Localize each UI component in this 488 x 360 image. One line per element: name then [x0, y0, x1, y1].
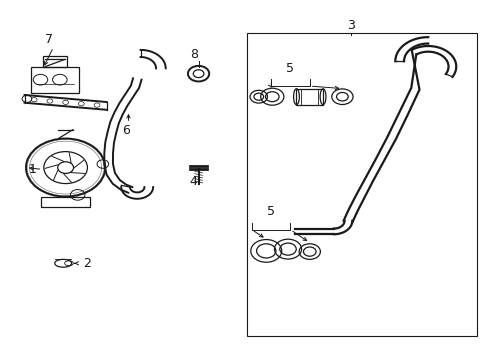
Text: 4: 4: [189, 175, 197, 188]
Text: 6: 6: [122, 124, 130, 137]
Text: 5: 5: [266, 206, 275, 219]
Bar: [31, 67, 79, 93]
Text: 1: 1: [29, 163, 37, 176]
Bar: [246, 33, 476, 336]
Text: 8: 8: [189, 48, 197, 61]
Bar: [41, 197, 90, 207]
Text: 3: 3: [346, 19, 354, 32]
Bar: [296, 89, 323, 105]
Text: 2: 2: [83, 257, 91, 270]
Bar: [43, 56, 67, 67]
Text: 7: 7: [44, 33, 53, 46]
Text: 5: 5: [286, 62, 294, 75]
